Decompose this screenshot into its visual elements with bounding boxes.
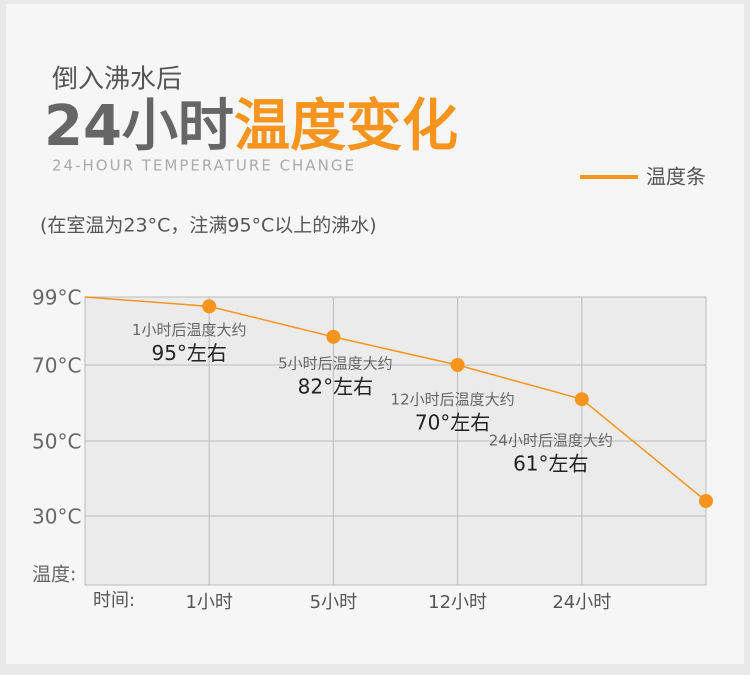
point-note: 24小时后温度大约 [489, 432, 613, 450]
data-point [450, 358, 465, 372]
value-label: 70°左右 [415, 411, 490, 435]
series-line [84, 296, 707, 502]
title-main: 24小时 [44, 94, 234, 159]
title: 24小时温度变化 [44, 94, 458, 159]
x-tick-label: 12小时 [428, 592, 487, 613]
y-tick-label: 70°C [32, 354, 81, 378]
y-tick-label: 99°C [32, 286, 81, 310]
point-note: 12小时后温度大约 [391, 391, 515, 409]
y-tick-label: 30°C [32, 505, 81, 529]
data-point [202, 299, 217, 314]
title-en: 24-HOUR TEMPERATURE CHANGE [52, 157, 356, 175]
value-label: 95°左右 [151, 341, 226, 365]
y-tick-label: 50°C [32, 430, 81, 454]
x-axis-label: 时间: [93, 590, 135, 611]
legend-label: 温度条 [646, 165, 706, 189]
value-label: 61°左右 [513, 452, 588, 476]
data-point [699, 494, 713, 508]
value-label: 82°左右 [298, 374, 373, 398]
x-tick-label: 1小时 [185, 592, 232, 613]
data-point [574, 392, 589, 407]
data-point [326, 329, 341, 344]
x-tick-label: 5小时 [310, 592, 357, 613]
title-highlight: 温度变化 [234, 94, 458, 159]
subtitle: 倒入沸水后 [52, 65, 182, 95]
x-tick-label: 24小时 [552, 592, 611, 613]
point-note: 1小时后温度大约 [132, 321, 247, 339]
point-note: 5小时后温度大约 [278, 354, 393, 372]
y-axis-label: 温度: [32, 564, 76, 586]
note: (在室温为23°C，注满95°C以上的沸水) [40, 215, 377, 237]
